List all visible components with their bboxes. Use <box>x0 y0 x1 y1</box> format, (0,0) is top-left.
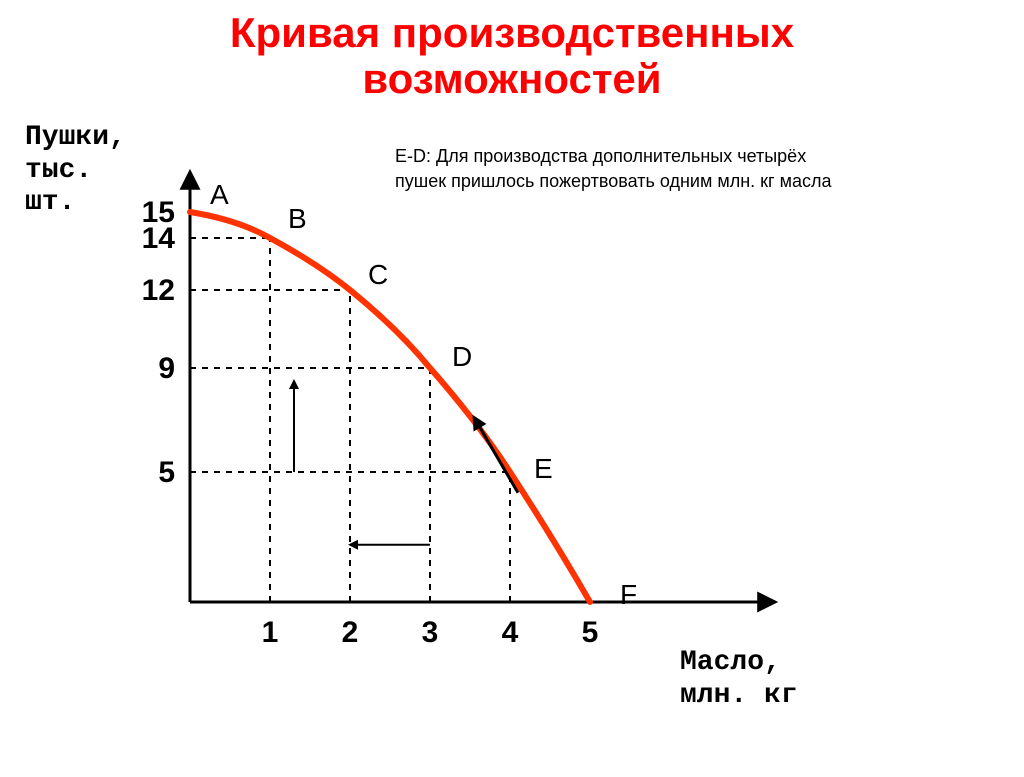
chart-area: Пушки,тыс.шт. E-D: Для производства допо… <box>0 102 1024 732</box>
svg-text:B: B <box>288 203 307 234</box>
svg-text:15: 15 <box>142 196 175 229</box>
svg-text:C: C <box>368 259 388 290</box>
svg-text:D: D <box>452 341 472 372</box>
title-line2: возможностей <box>362 55 661 102</box>
svg-text:3: 3 <box>422 616 439 649</box>
svg-text:4: 4 <box>502 616 519 649</box>
y-axis-label: Пушки,тыс.шт. <box>25 122 126 219</box>
ppf-chart: 1234559121415ABCDEF <box>0 102 1024 732</box>
svg-text:12: 12 <box>142 274 175 307</box>
svg-text:2: 2 <box>342 616 359 649</box>
svg-text:F: F <box>620 579 637 610</box>
annotation-text: E-D: Для производства дополнительных чет… <box>395 144 832 193</box>
svg-text:1: 1 <box>262 616 279 649</box>
svg-text:9: 9 <box>158 352 175 385</box>
x-axis-label: Масло,млн. кг <box>680 647 798 711</box>
title-line1: Кривая производственных <box>230 9 794 56</box>
svg-text:5: 5 <box>158 456 175 489</box>
svg-text:E: E <box>534 453 553 484</box>
chart-title: Кривая производственных возможностей <box>0 10 1024 102</box>
svg-text:5: 5 <box>582 616 599 649</box>
svg-text:A: A <box>210 179 229 210</box>
